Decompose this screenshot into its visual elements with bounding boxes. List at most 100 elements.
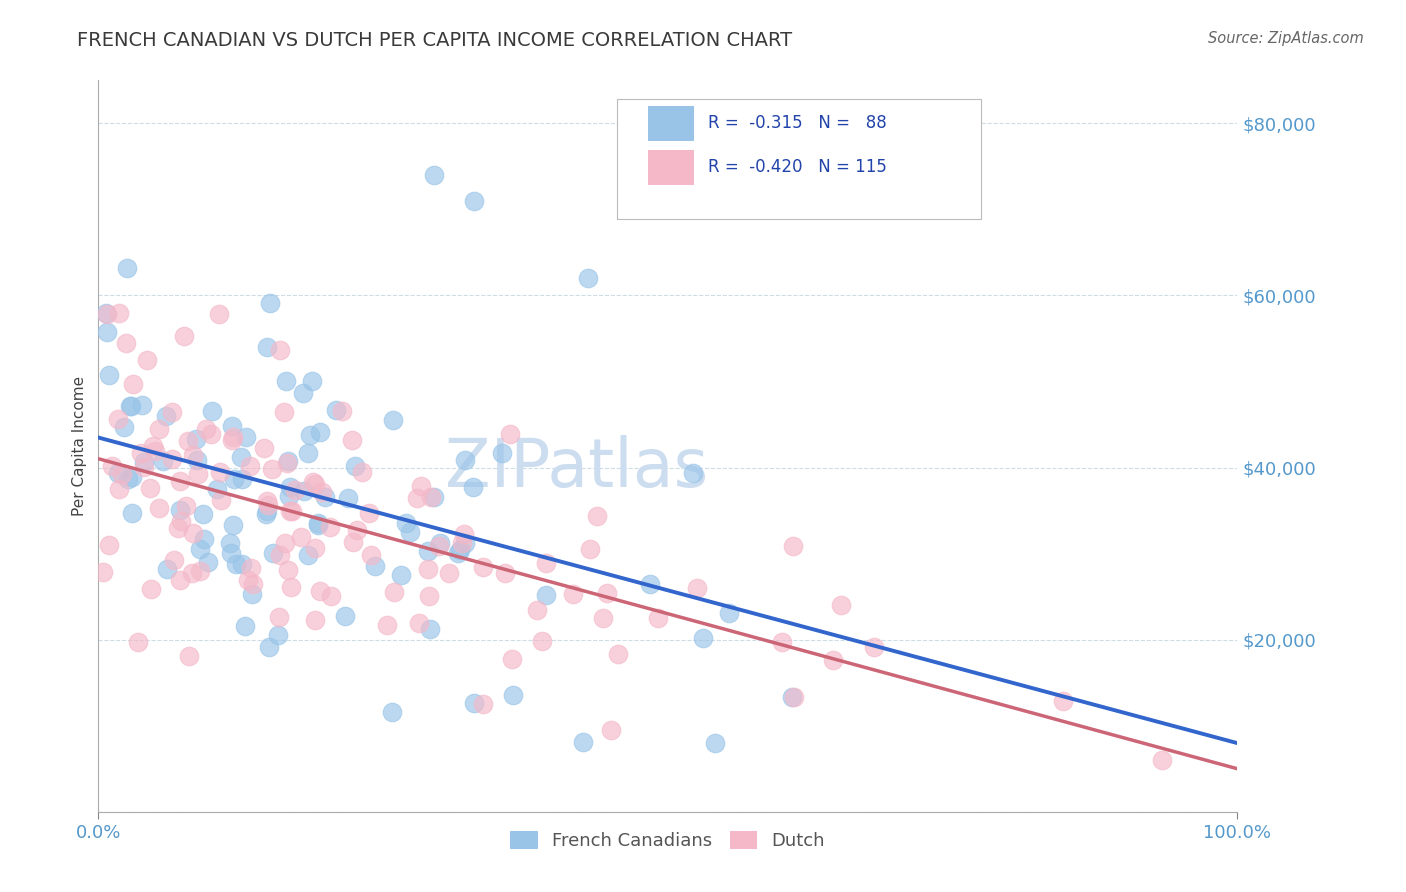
Point — [139, 481, 162, 495]
Point — [291, 385, 314, 400]
Point — [463, 194, 485, 208]
Point — [682, 467, 704, 481]
Point — [463, 697, 485, 711]
Point — [406, 491, 429, 505]
Point — [96, 325, 118, 339]
Point — [530, 633, 553, 648]
Point — [152, 454, 174, 468]
Text: R =  -0.315   N =   88: R = -0.315 N = 88 — [707, 114, 886, 132]
Point — [647, 610, 669, 624]
Point — [205, 482, 228, 496]
Point — [304, 477, 326, 491]
Point — [561, 587, 583, 601]
Point — [447, 546, 470, 560]
Point — [139, 582, 162, 596]
Point — [176, 499, 198, 513]
Point — [377, 618, 399, 632]
Point — [499, 426, 522, 441]
Point — [200, 427, 222, 442]
Point — [132, 459, 155, 474]
Point — [121, 470, 143, 484]
Point — [770, 635, 793, 649]
Point — [253, 442, 276, 456]
Point — [451, 535, 474, 549]
Point — [114, 336, 136, 351]
Point — [409, 479, 432, 493]
Point — [262, 461, 284, 475]
Point — [209, 465, 232, 479]
Point — [108, 483, 131, 497]
Point — [360, 548, 382, 562]
Point — [389, 568, 412, 582]
Point — [319, 589, 342, 603]
Point — [399, 524, 422, 539]
Point — [350, 465, 373, 479]
Point — [592, 611, 614, 625]
Point — [419, 490, 441, 504]
Point — [314, 490, 336, 504]
Point — [111, 467, 134, 482]
Point — [208, 307, 231, 321]
Point — [427, 539, 450, 553]
Point — [221, 418, 243, 433]
Point — [429, 536, 451, 550]
Point — [117, 472, 139, 486]
Point — [231, 472, 253, 486]
Point — [181, 448, 204, 462]
Point — [330, 403, 353, 417]
Point — [132, 455, 155, 469]
Point — [257, 498, 280, 512]
Point — [534, 588, 557, 602]
Point — [97, 538, 120, 552]
Point — [169, 503, 191, 517]
Point — [242, 577, 264, 591]
Point — [236, 573, 259, 587]
Point — [534, 556, 557, 570]
Point — [586, 509, 609, 524]
Point — [267, 628, 290, 642]
Point — [302, 475, 325, 489]
Point — [423, 490, 446, 504]
Point — [454, 536, 477, 550]
Point — [155, 409, 177, 423]
Point — [308, 584, 330, 599]
Point — [188, 564, 211, 578]
Point — [342, 433, 364, 447]
Point — [122, 377, 145, 392]
Text: Source: ZipAtlas.com: Source: ZipAtlas.com — [1208, 31, 1364, 46]
Point — [1150, 753, 1173, 767]
Point — [418, 562, 440, 576]
Point — [381, 706, 404, 720]
Point — [419, 622, 441, 636]
Point — [686, 581, 709, 595]
Point — [298, 428, 321, 442]
Point — [181, 525, 204, 540]
Point — [94, 306, 117, 320]
Text: FRENCH CANADIAN VS DUTCH PER CAPITA INCOME CORRELATION CHART: FRENCH CANADIAN VS DUTCH PER CAPITA INCO… — [77, 31, 793, 50]
FancyBboxPatch shape — [617, 99, 981, 219]
Point — [257, 640, 280, 654]
Point — [221, 433, 243, 447]
Point — [311, 485, 333, 500]
Point — [783, 690, 806, 704]
Point — [319, 519, 342, 533]
Point — [703, 736, 725, 750]
Point — [136, 353, 159, 368]
Point — [308, 425, 330, 439]
Point — [418, 589, 440, 603]
Point — [129, 446, 152, 460]
Point — [120, 400, 142, 414]
Point — [304, 541, 326, 556]
Point — [342, 534, 364, 549]
Point — [502, 689, 524, 703]
Point — [193, 532, 215, 546]
Point — [292, 483, 315, 498]
Point — [862, 640, 884, 654]
Point — [148, 422, 170, 436]
Point — [437, 566, 460, 580]
Point — [491, 446, 513, 460]
Point — [145, 443, 167, 458]
Point — [307, 516, 329, 531]
Point — [423, 168, 446, 182]
Point — [131, 399, 153, 413]
